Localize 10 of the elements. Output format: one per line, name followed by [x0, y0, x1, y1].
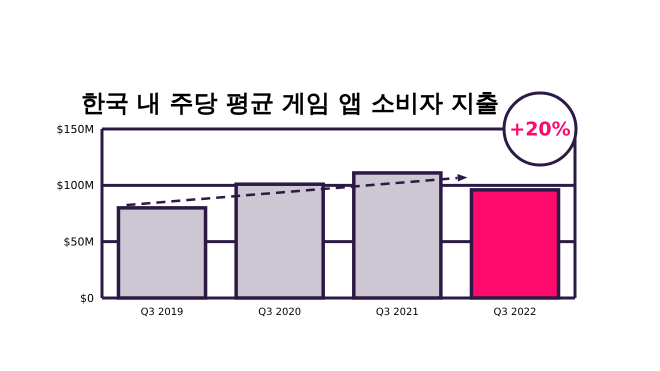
annotation: +20%: [509, 118, 571, 141]
y-tick-label: $150M: [56, 122, 94, 136]
y-tick-label: $50M: [64, 236, 94, 249]
x-tick-label: Q3 2021: [376, 307, 419, 318]
x-tick-label: Q3 2022: [494, 307, 536, 318]
x-tick-label: Q3 2020: [258, 307, 302, 318]
chart-title: 한국 내 주당 평균 게임 앱 소비자 지출: [80, 89, 500, 117]
y-tick-label: $0: [80, 292, 94, 305]
x-tick-label: Q3 2019: [140, 307, 184, 318]
y-tick-label: $100M: [56, 179, 94, 192]
